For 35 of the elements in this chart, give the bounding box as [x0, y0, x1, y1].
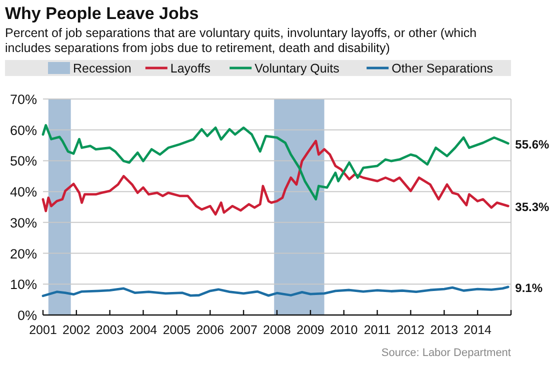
line-series — [42, 124, 510, 200]
x-tick-label: 2001 — [29, 323, 57, 337]
y-tick-label: 20% — [10, 246, 37, 262]
y-tick-label: 40% — [10, 184, 37, 200]
line-series — [42, 140, 510, 216]
source-note: Source: Labor Department — [381, 347, 511, 359]
y-tick-label: 60% — [10, 122, 37, 138]
chart-subtitle: Percent of job separations that are voluntary quits, involuntary layoffs, or other (which includes separations from jobs due to retirement, death and disability) — [5, 26, 477, 55]
x-tick-label: 2011 — [364, 323, 391, 337]
x-tick-label: 2002 — [62, 323, 90, 337]
chart-title: Why People Leave Jobs — [5, 4, 199, 23]
x-tick-label: 2012 — [396, 323, 425, 337]
x-tick-label: 2003 — [96, 323, 124, 337]
annotation: 9.1% — [515, 280, 543, 295]
x-tick-label: 2007 — [230, 323, 258, 337]
y-tick-label: 50% — [10, 154, 37, 169]
x-tick-label: 2013 — [430, 323, 458, 337]
legend-label: Other Separations — [392, 62, 494, 76]
x-tick-label: 2009 — [296, 323, 324, 337]
x-tick-label: 2004 — [129, 323, 158, 337]
x-tick-label: 2005 — [162, 323, 191, 337]
y-tick-label: 10% — [10, 277, 37, 292]
legend-label: Recession — [73, 62, 132, 76]
legend-label: Layoffs — [170, 62, 210, 76]
annotation: 55.6% — [515, 137, 550, 152]
x-tick-label: 2010 — [330, 323, 358, 337]
annotation: 35.3% — [515, 200, 550, 214]
y-tick-label: 0% — [17, 308, 37, 323]
x-tick-label: 2006 — [196, 323, 224, 337]
x-tick-label: 2014 — [464, 323, 492, 337]
x-tick-label: 2008 — [263, 323, 291, 337]
y-tick-label: 30% — [10, 215, 37, 230]
legend-label: Voluntary Quits — [254, 62, 340, 76]
line-series — [42, 286, 510, 298]
y-tick-label: 70% — [10, 92, 37, 107]
